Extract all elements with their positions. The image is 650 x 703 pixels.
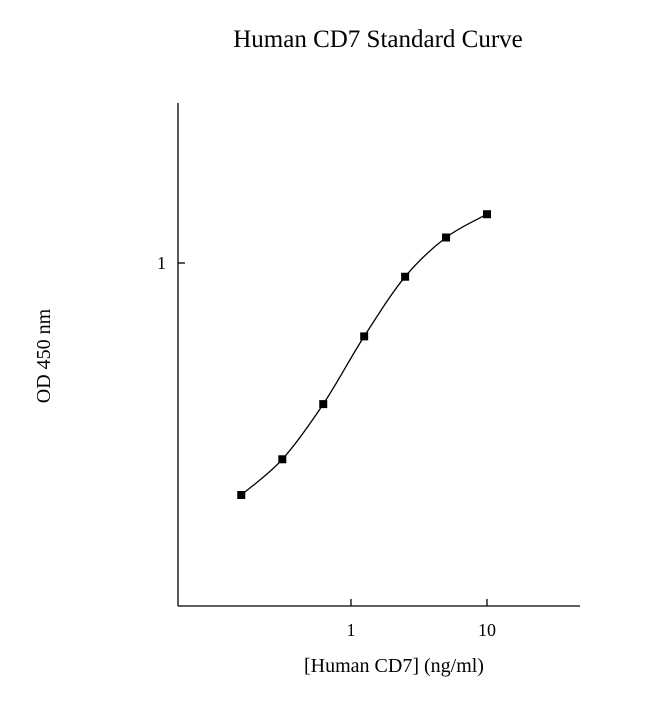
chart-title: Human CD7 Standard Curve (233, 26, 523, 53)
data-point-marker (442, 233, 451, 242)
data-point-marker (360, 332, 369, 341)
axes (177, 103, 580, 607)
data-point-marker (319, 400, 328, 409)
data-point-marker (483, 210, 491, 219)
data-point-marker (237, 491, 246, 499)
standard-curve-line (240, 213, 488, 496)
data-point-marker (401, 272, 410, 281)
y-axis-label: OD 450 nm (33, 308, 55, 403)
curve (240, 213, 488, 496)
x-tick-label: 10 (478, 620, 496, 640)
ticks: 1 10 1 (157, 253, 496, 640)
data-point-marker (278, 455, 287, 464)
x-tick-label: 1 (347, 620, 356, 640)
x-axis-label: [Human CD7] (ng/ml) (304, 655, 484, 677)
y-tick-label: 1 (157, 253, 166, 273)
data-points (237, 210, 491, 499)
